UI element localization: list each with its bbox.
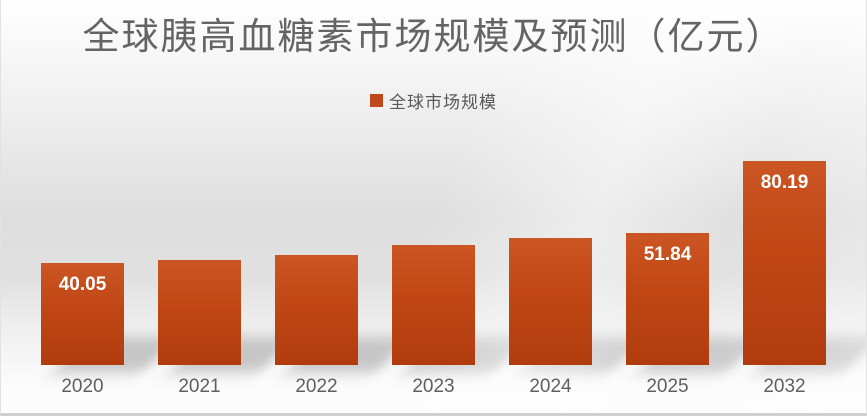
bar-2021 [158,259,241,365]
data-label-2032: 80.19 [760,171,809,193]
data-label-2020: 40.05 [58,273,107,295]
bar-2022 [275,254,358,365]
bar-group-2023: 2023 [375,0,492,413]
x-axis-label-2032: 2032 [763,376,806,397]
x-axis-label-2021: 2021 [178,376,221,397]
bar-group-2025: 51.84 2025 [609,0,726,413]
bar-2025: 51.84 [626,232,709,365]
legend-color-swatch [370,94,383,107]
chart-title: 全球胰高血糖素市场规模及预测（亿元） [82,17,785,58]
bar-2032: 80.19 [743,160,826,365]
bar-group-2020: 40.05 2020 [24,0,141,413]
bar-2020: 40.05 [41,262,124,365]
x-axis-label-2023: 2023 [412,376,455,397]
x-axis-label-2020: 2020 [61,376,104,397]
data-label-2025: 51.84 [643,243,692,265]
x-axis-label-2024: 2024 [529,376,572,397]
bar-2023 [392,245,475,365]
bar-2024 [509,237,592,365]
x-axis-label-2025: 2025 [646,376,689,397]
bar-group-2022: 2022 [258,0,375,413]
legend-label: 全球市场规模 [389,93,497,112]
x-axis-label-2022: 2022 [295,376,338,397]
bar-group-2032: 80.19 2032 [726,0,843,413]
bar-group-2024: 2024 [492,0,609,413]
legend: 全球市场规模 [1,88,866,113]
bar-group-2021: 2021 [141,0,258,413]
